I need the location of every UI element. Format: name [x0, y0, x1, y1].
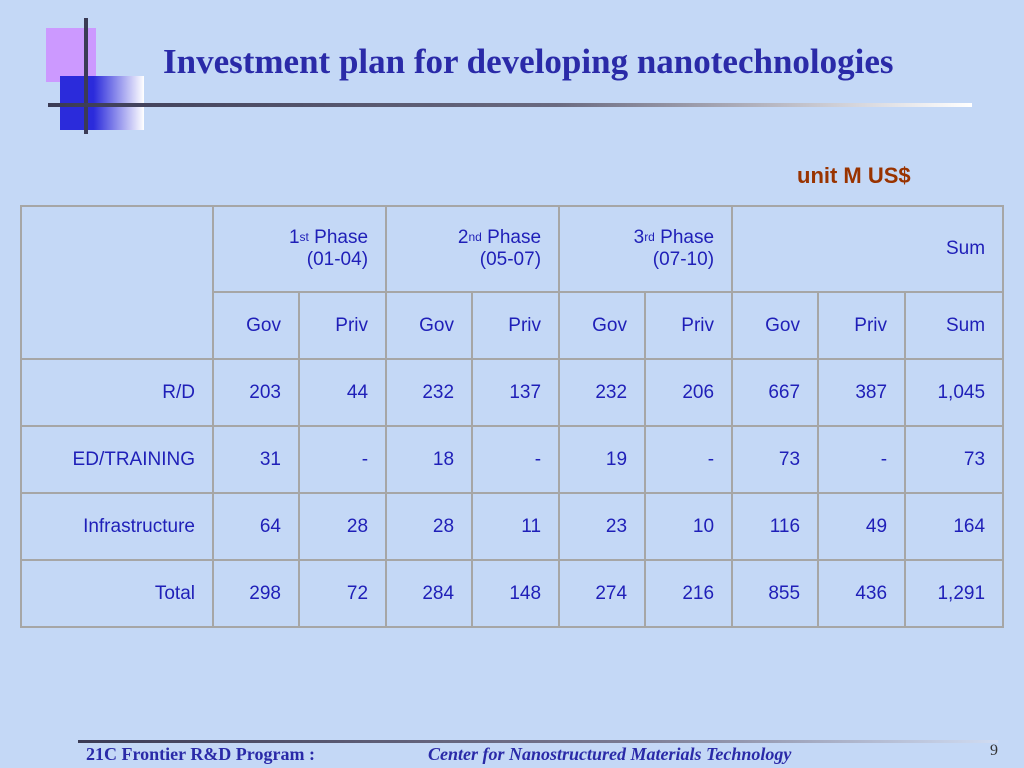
row-label: Total	[20, 559, 214, 628]
table-cell: 232	[558, 358, 647, 427]
table-cell: 64	[212, 492, 300, 561]
phase-3-years: (07-10)	[652, 249, 715, 270]
table-cell: -	[471, 425, 561, 494]
table-cell: 28	[297, 492, 388, 561]
table-cell: 203	[212, 358, 300, 427]
investment-table-wrapper: 1st Phase (01-04) 2nd Phase (05-07) 3rd …	[20, 205, 1005, 628]
phase-1-suffix: st	[299, 230, 309, 244]
footer-divider	[78, 740, 998, 743]
table-row-total: Total 298 72 284 148 274 216 855 436 1,2…	[20, 559, 1005, 628]
table-cell: 667	[731, 358, 820, 427]
table-cell: 23	[558, 492, 647, 561]
phase-1-word: Phase	[314, 227, 369, 248]
table-cell: -	[297, 425, 388, 494]
table-cell: 855	[731, 559, 820, 628]
phase-3-suffix: rd	[644, 230, 655, 244]
sub-header-gov: Gov	[731, 291, 820, 360]
table-cell: 72	[297, 559, 388, 628]
table-row: Infrastructure 64 28 28 11 23 10 116 49 …	[20, 492, 1005, 561]
table-cell: 274	[558, 559, 647, 628]
logo-vertical-line	[84, 18, 88, 134]
table-cell: 49	[817, 492, 907, 561]
row-label: Infrastructure	[20, 492, 214, 561]
table-cell: 387	[817, 358, 907, 427]
sub-header-gov: Gov	[212, 291, 300, 360]
phase-2-word: Phase	[487, 227, 542, 248]
table-cell: 1,045	[904, 358, 1005, 427]
table-cell: 232	[385, 358, 474, 427]
table-cell: 216	[644, 559, 734, 628]
table-cell: 44	[297, 358, 388, 427]
phase-1-ordinal: 1	[288, 227, 300, 248]
phase-1-years: (01-04)	[306, 249, 369, 270]
table-cell: -	[644, 425, 734, 494]
sub-header-gov: Gov	[385, 291, 474, 360]
table-cell: 73	[731, 425, 820, 494]
table-cell: 148	[471, 559, 561, 628]
phase-3-word: Phase	[660, 227, 715, 248]
table-cell: 28	[385, 492, 474, 561]
unit-label: unit M US$	[797, 163, 911, 188]
phase-2-header: 2nd Phase (05-07)	[385, 205, 561, 293]
sub-header-priv: Priv	[471, 291, 561, 360]
page-title: Investment plan for developing nanotechn…	[163, 42, 894, 81]
investment-table: 1st Phase (01-04) 2nd Phase (05-07) 3rd …	[20, 205, 1005, 628]
table-cell: 436	[817, 559, 907, 628]
table-cell: 18	[385, 425, 474, 494]
phase-1-header: 1st Phase (01-04)	[211, 205, 388, 293]
phase-2-suffix: nd	[468, 230, 482, 244]
phase-2-ordinal: 2	[457, 227, 469, 248]
row-label: ED/TRAINING	[20, 425, 214, 494]
table-cell: 1,291	[904, 559, 1005, 628]
table-cell: -	[817, 425, 907, 494]
footer-program: 21C Frontier R&D Program :	[86, 744, 315, 764]
phase-2-years: (05-07)	[479, 249, 542, 270]
table-cell: 284	[385, 559, 474, 628]
table-cell: 137	[471, 358, 561, 427]
table-cell: 164	[904, 492, 1005, 561]
table-cell: 298	[212, 559, 300, 628]
title-underline	[48, 103, 972, 107]
table-cell: 19	[558, 425, 647, 494]
sub-header-priv: Priv	[297, 291, 388, 360]
table-cell: 31	[212, 425, 300, 494]
sub-header-gov: Gov	[558, 291, 647, 360]
table-cell: 11	[471, 492, 561, 561]
footer-center: Center for Nanostructured Materials Tech…	[428, 744, 792, 764]
sub-header-sum: Sum	[904, 291, 1005, 360]
corner-cell	[20, 205, 214, 360]
table-row: R/D 203 44 232 137 232 206 667 387 1,045	[20, 358, 1005, 427]
row-label: R/D	[20, 358, 214, 427]
table-cell: 73	[904, 425, 1005, 494]
logo-pink-square	[46, 28, 96, 82]
phase-header-row: 1st Phase (01-04) 2nd Phase (05-07) 3rd …	[20, 205, 1005, 360]
table-cell: 206	[644, 358, 734, 427]
phase-3-header: 3rd Phase (07-10)	[558, 205, 734, 293]
phase-3-ordinal: 3	[633, 227, 645, 248]
table-cell: 10	[644, 492, 734, 561]
sub-header-priv: Priv	[817, 291, 907, 360]
table-cell: 116	[731, 492, 820, 561]
page-number: 9	[990, 742, 998, 759]
sub-header-priv: Priv	[644, 291, 734, 360]
sub-header-row: Gov Priv Gov Priv Gov Priv Gov Priv Sum	[21, 291, 1005, 360]
sum-header: Sum	[731, 205, 1005, 293]
table-row: ED/TRAINING 31 - 18 - 19 - 73 - 73	[20, 425, 1005, 494]
